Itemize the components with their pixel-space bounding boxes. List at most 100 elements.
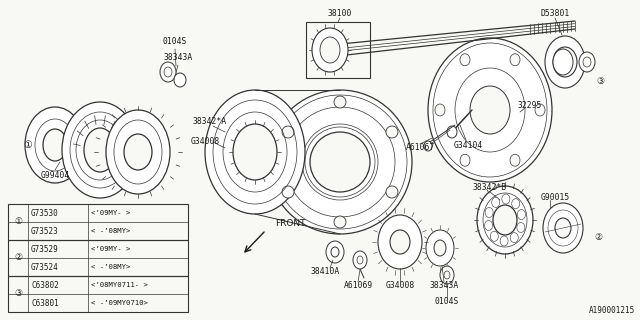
Ellipse shape [510, 154, 520, 166]
Text: <’09MY- >: <’09MY- > [91, 210, 131, 216]
Ellipse shape [484, 220, 493, 230]
Bar [8, 240, 188, 276]
Ellipse shape [435, 104, 445, 116]
Ellipse shape [510, 233, 518, 243]
Text: FRONT: FRONT [275, 219, 305, 228]
Ellipse shape [553, 49, 573, 75]
Ellipse shape [174, 73, 186, 87]
Ellipse shape [386, 126, 398, 138]
Text: ③: ③ [14, 290, 22, 299]
Text: ①: ① [24, 140, 33, 150]
Text: G34104: G34104 [453, 140, 483, 149]
Text: < -’09MY0710>: < -’09MY0710> [91, 300, 148, 306]
Text: A61067: A61067 [405, 143, 435, 153]
Ellipse shape [535, 104, 545, 116]
Text: G73529: G73529 [31, 244, 59, 253]
Ellipse shape [579, 52, 595, 72]
Text: G99404: G99404 [40, 171, 70, 180]
Ellipse shape [493, 205, 517, 235]
Text: C63801: C63801 [31, 299, 59, 308]
Ellipse shape [233, 124, 277, 180]
Ellipse shape [553, 47, 577, 77]
Ellipse shape [334, 96, 346, 108]
Ellipse shape [460, 154, 470, 166]
Ellipse shape [205, 90, 305, 214]
Ellipse shape [386, 186, 398, 198]
Text: G90015: G90015 [540, 194, 570, 203]
Ellipse shape [428, 38, 552, 182]
Ellipse shape [424, 141, 432, 151]
Text: ③: ③ [596, 77, 604, 86]
Text: A190001215: A190001215 [589, 306, 635, 315]
Text: 32295: 32295 [518, 100, 542, 109]
Ellipse shape [124, 134, 152, 170]
Ellipse shape [500, 236, 508, 246]
Text: < -’08MY>: < -’08MY> [91, 228, 131, 234]
Ellipse shape [84, 128, 116, 172]
Ellipse shape [583, 57, 591, 67]
Ellipse shape [434, 240, 446, 256]
Ellipse shape [268, 90, 412, 234]
Ellipse shape [310, 132, 370, 192]
Ellipse shape [320, 37, 340, 63]
Ellipse shape [510, 54, 520, 66]
Text: 38343A: 38343A [163, 53, 193, 62]
Ellipse shape [282, 126, 294, 138]
Ellipse shape [378, 215, 422, 269]
Ellipse shape [545, 36, 585, 88]
Ellipse shape [43, 129, 67, 161]
Ellipse shape [485, 207, 493, 218]
Text: G73523: G73523 [31, 227, 59, 236]
Ellipse shape [164, 67, 172, 77]
Text: G34008: G34008 [385, 282, 415, 291]
Ellipse shape [447, 126, 457, 138]
Text: <’08MY0711- >: <’08MY0711- > [91, 282, 148, 288]
Bar [8, 276, 188, 312]
Ellipse shape [282, 186, 294, 198]
Text: 38342*B: 38342*B [473, 183, 507, 193]
Text: ①: ① [14, 218, 22, 227]
Text: G73530: G73530 [31, 209, 59, 218]
Text: G73524: G73524 [31, 262, 59, 271]
Ellipse shape [460, 54, 470, 66]
Text: ②: ② [14, 253, 22, 262]
Ellipse shape [160, 62, 176, 82]
Ellipse shape [357, 256, 363, 264]
Ellipse shape [502, 194, 510, 204]
Text: < -’08MY>: < -’08MY> [91, 264, 131, 270]
Text: 0104S: 0104S [163, 37, 187, 46]
Ellipse shape [390, 230, 410, 254]
Text: 38100: 38100 [328, 10, 352, 19]
Bar [8, 204, 188, 240]
Ellipse shape [312, 28, 348, 72]
Ellipse shape [25, 107, 85, 183]
Ellipse shape [444, 271, 450, 279]
Ellipse shape [517, 210, 525, 220]
Bar [306, 22, 370, 78]
Text: 38343A: 38343A [429, 282, 459, 291]
Text: D53801: D53801 [540, 10, 570, 19]
Ellipse shape [555, 218, 571, 238]
Ellipse shape [492, 197, 500, 207]
Ellipse shape [106, 110, 170, 194]
Text: <’09MY- >: <’09MY- > [91, 246, 131, 252]
Text: 0104S: 0104S [435, 298, 459, 307]
Ellipse shape [334, 216, 346, 228]
Ellipse shape [331, 247, 339, 257]
Text: G34008: G34008 [190, 138, 220, 147]
Ellipse shape [326, 241, 344, 263]
Text: 38410A: 38410A [310, 268, 340, 276]
Ellipse shape [512, 199, 520, 209]
Ellipse shape [62, 102, 138, 198]
Text: A61069: A61069 [344, 282, 372, 291]
Ellipse shape [440, 266, 454, 284]
Ellipse shape [490, 231, 499, 241]
Ellipse shape [543, 203, 583, 253]
Ellipse shape [477, 186, 533, 254]
Ellipse shape [517, 222, 525, 233]
Ellipse shape [353, 251, 367, 269]
Text: C63802: C63802 [31, 281, 59, 290]
Text: 38342*A: 38342*A [193, 117, 227, 126]
Ellipse shape [470, 86, 510, 134]
Text: ②: ② [594, 234, 602, 243]
